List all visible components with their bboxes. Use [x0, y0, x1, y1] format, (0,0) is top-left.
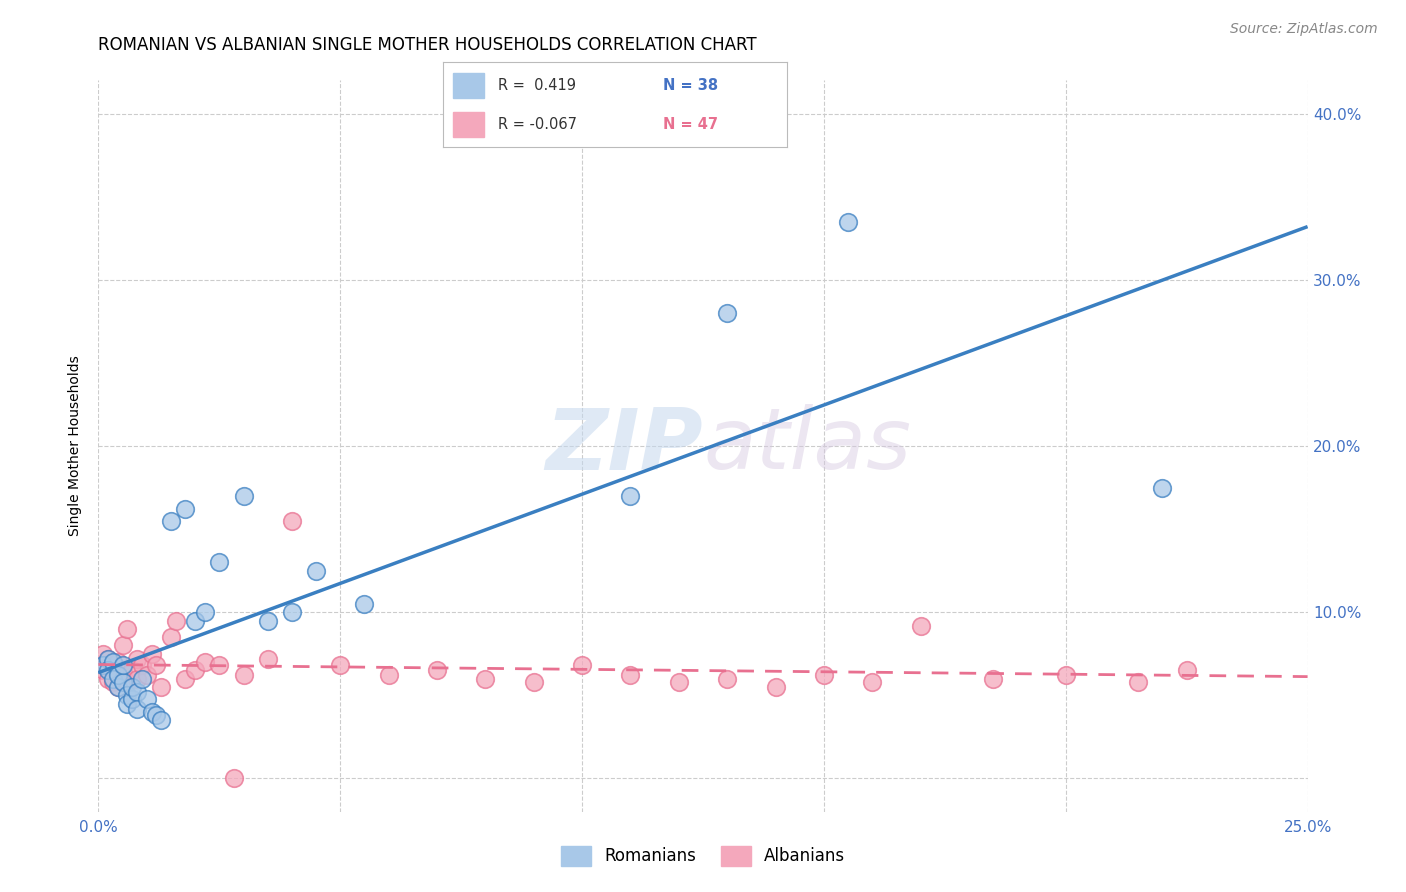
Point: [1175, 664, 1198, 678]
Point: [111, 664, 134, 678]
Point: [184, 614, 207, 628]
Point: [141, 705, 163, 719]
Point: [91, 647, 114, 661]
Point: [281, 514, 304, 528]
Text: N = 38: N = 38: [664, 78, 718, 93]
Point: [121, 664, 143, 678]
Point: [860, 675, 883, 690]
Point: [117, 675, 139, 690]
Point: [208, 658, 231, 673]
Bar: [453, 72, 484, 98]
Point: [91, 664, 114, 678]
Point: [208, 555, 231, 569]
Point: [127, 685, 149, 699]
Point: [523, 675, 546, 690]
Point: [101, 658, 124, 673]
Point: [131, 672, 153, 686]
Point: [1054, 668, 1077, 682]
Point: [174, 672, 197, 686]
Point: [111, 639, 134, 653]
Point: [716, 672, 738, 686]
Point: [813, 668, 835, 682]
Legend: Romanians, Albanians: Romanians, Albanians: [561, 847, 845, 865]
Text: Source: ZipAtlas.com: Source: ZipAtlas.com: [1230, 22, 1378, 37]
Text: atlas: atlas: [703, 404, 911, 488]
Point: [426, 664, 449, 678]
Point: [174, 502, 197, 516]
Point: [329, 658, 352, 673]
Text: ZIP: ZIP: [546, 404, 703, 488]
Point: [194, 655, 217, 669]
Point: [150, 714, 173, 728]
Point: [353, 597, 375, 611]
Point: [716, 306, 738, 320]
Text: N = 47: N = 47: [664, 117, 718, 132]
Point: [117, 622, 139, 636]
Point: [101, 655, 124, 669]
Point: [127, 652, 149, 666]
Text: ROMANIAN VS ALBANIAN SINGLE MOTHER HOUSEHOLDS CORRELATION CHART: ROMANIAN VS ALBANIAN SINGLE MOTHER HOUSE…: [98, 36, 756, 54]
Point: [145, 658, 167, 673]
Point: [281, 605, 304, 619]
Y-axis label: Single Mother Households: Single Mother Households: [69, 356, 83, 536]
Point: [141, 647, 163, 661]
Point: [150, 680, 173, 694]
Point: [117, 697, 139, 711]
Point: [97, 664, 120, 678]
Point: [571, 658, 593, 673]
Point: [117, 689, 139, 703]
Point: [256, 614, 278, 628]
Point: [107, 680, 129, 694]
Point: [97, 672, 120, 686]
Point: [377, 668, 399, 682]
Point: [194, 605, 217, 619]
Point: [145, 708, 167, 723]
Point: [232, 668, 254, 682]
Point: [91, 658, 114, 673]
Point: [111, 658, 134, 673]
Point: [127, 672, 149, 686]
Point: [910, 618, 932, 632]
Point: [135, 668, 157, 682]
Point: [101, 672, 124, 686]
Point: [1128, 675, 1150, 690]
Point: [165, 614, 187, 628]
Point: [1152, 481, 1174, 495]
Point: [107, 655, 129, 669]
Point: [135, 691, 157, 706]
Point: [127, 701, 149, 715]
Point: [256, 652, 278, 666]
Point: [184, 664, 207, 678]
Point: [222, 772, 245, 786]
Point: [474, 672, 496, 686]
Text: R =  0.419: R = 0.419: [498, 78, 576, 93]
Point: [107, 680, 129, 694]
Point: [981, 672, 1004, 686]
Bar: [453, 112, 484, 137]
Point: [121, 680, 143, 694]
Point: [121, 691, 143, 706]
Point: [97, 652, 120, 666]
Point: [131, 658, 153, 673]
Point: [111, 675, 134, 690]
Point: [668, 675, 690, 690]
Point: [101, 675, 124, 690]
Point: [160, 514, 183, 528]
Point: [160, 630, 183, 644]
Point: [765, 680, 787, 694]
Point: [837, 214, 859, 228]
Point: [619, 668, 641, 682]
Point: [107, 668, 129, 682]
Point: [305, 564, 328, 578]
Point: [619, 489, 641, 503]
Text: R = -0.067: R = -0.067: [498, 117, 576, 132]
Point: [232, 489, 254, 503]
Point: [97, 652, 120, 666]
